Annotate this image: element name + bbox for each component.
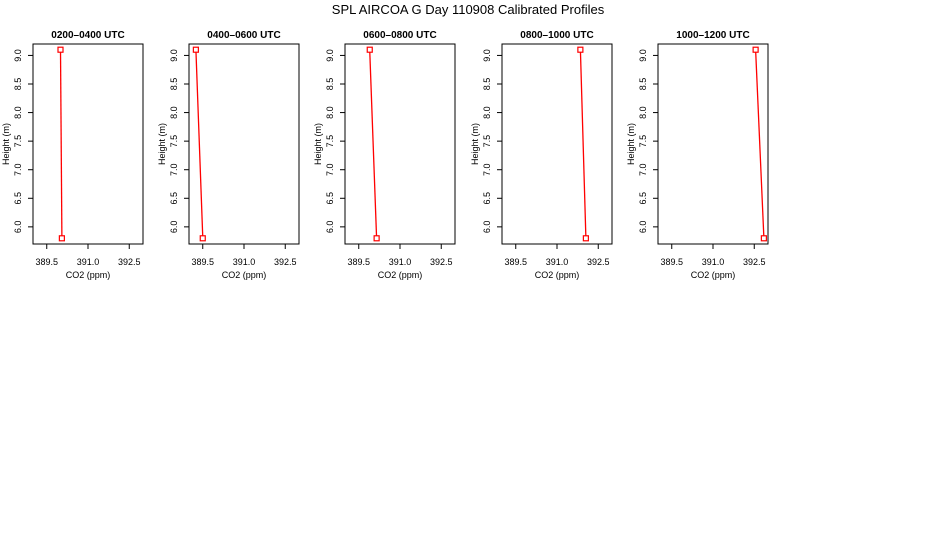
y-tick-label: 8.5 (482, 78, 492, 91)
x-tick-label: 391.0 (77, 257, 100, 267)
data-point (582, 235, 589, 242)
y-tick-label: 8.0 (13, 106, 23, 119)
x-tick-label: 391.0 (546, 257, 569, 267)
y-tick-label: 7.5 (325, 135, 335, 148)
y-tick-label: 7.5 (169, 135, 179, 148)
x-tick-label: 392.5 (274, 257, 297, 267)
y-tick-label: 6.0 (482, 221, 492, 234)
y-tick-label: 7.0 (169, 163, 179, 176)
y-tick-label: 6.5 (638, 192, 648, 205)
y-tick-label: 7.0 (482, 163, 492, 176)
plot-frame (344, 43, 456, 245)
x-tick-label: 392.5 (430, 257, 453, 267)
y-axis-label: Height (m) (313, 123, 323, 165)
chart-title: 0600–0800 UTC (363, 30, 436, 41)
x-tick-label: 389.5 (191, 257, 214, 267)
x-tick-label: 392.5 (118, 257, 141, 267)
y-tick-label: 9.0 (325, 49, 335, 62)
plot-frame (501, 43, 613, 245)
y-tick-label: 9.0 (13, 49, 23, 62)
chart-panel-5: 1000–1200 UTC 389.5 391.0 392.5 6.0 6.5 7.0 7.5… (626, 30, 769, 280)
y-tick-label: 8.5 (169, 78, 179, 91)
data-point (366, 46, 373, 53)
y-tick-label: 8.0 (482, 106, 492, 119)
x-axis-label: CO2 (ppm) (691, 270, 736, 280)
x-tick-label: 391.0 (233, 257, 256, 267)
series-line (59, 49, 63, 239)
plot-frame (32, 43, 144, 245)
y-tick-label: 9.0 (482, 49, 492, 62)
data-point (58, 235, 65, 242)
y-tick-label: 6.0 (169, 221, 179, 234)
y-tick-label: 8.5 (13, 78, 23, 91)
data-point (752, 46, 759, 53)
chart-panel-4: 0800–1000 UTC 389.5 391.0 392.5 6.0 6.5 7.0 7.5… (470, 30, 613, 280)
y-tick-label: 9.0 (169, 49, 179, 62)
y-axis-label: Height (m) (626, 123, 636, 165)
x-tick-label: 392.5 (587, 257, 610, 267)
y-tick-label: 8.5 (325, 78, 335, 91)
chart-title: 0400–0600 UTC (207, 30, 280, 41)
x-tick-label: 389.5 (504, 257, 527, 267)
y-axis-label: Height (m) (1, 123, 11, 165)
x-axis-label: CO2 (ppm) (535, 270, 580, 280)
data-point (192, 46, 199, 53)
x-tick-label: 391.0 (389, 257, 412, 267)
page-title: SPL AIRCOA G Day 110908 Calibrated Profi… (331, 2, 605, 17)
data-point (57, 46, 64, 53)
data-point (199, 235, 206, 242)
data-point (760, 235, 767, 242)
x-tick-label: 389.5 (660, 257, 683, 267)
data-point (373, 235, 380, 242)
chart-panel-2: 0400–0600 UTC 389.5 391.0 392.5 6.0 6.5 7.0 7.5… (157, 30, 300, 280)
y-tick-label: 9.0 (638, 49, 648, 62)
y-tick-label: 6.5 (13, 192, 23, 205)
series-line (579, 49, 587, 239)
x-axis-label: CO2 (ppm) (222, 270, 267, 280)
chart-panel-3: 0600–0800 UTC 389.5 391.0 392.5 6.0 6.5 7.0 7.5… (313, 30, 456, 280)
y-tick-label: 7.5 (638, 135, 648, 148)
x-axis-label: CO2 (ppm) (378, 270, 423, 280)
series-line (195, 49, 204, 239)
x-axis-label: CO2 (ppm) (66, 270, 111, 280)
y-tick-label: 6.5 (169, 192, 179, 205)
y-tick-label: 7.5 (13, 135, 23, 148)
data-point (577, 46, 584, 53)
plot-frame (188, 43, 300, 245)
y-tick-label: 6.5 (482, 192, 492, 205)
y-tick-label: 6.0 (638, 221, 648, 234)
chart-title: 0800–1000 UTC (520, 30, 593, 41)
x-tick-label: 391.0 (702, 257, 725, 267)
chart-title: 1000–1200 UTC (676, 30, 749, 41)
x-tick-label: 389.5 (35, 257, 58, 267)
y-tick-label: 8.0 (169, 106, 179, 119)
y-tick-label: 8.5 (638, 78, 648, 91)
y-tick-label: 7.0 (638, 163, 648, 176)
x-tick-label: 389.5 (347, 257, 370, 267)
chart-title: 0200–0400 UTC (51, 30, 124, 41)
y-tick-label: 6.0 (325, 221, 335, 234)
y-axis-label: Height (m) (157, 123, 167, 165)
y-tick-label: 7.0 (325, 163, 335, 176)
y-tick-label: 6.5 (325, 192, 335, 205)
series-line (754, 49, 765, 239)
y-tick-label: 8.0 (638, 106, 648, 119)
y-axis-label: Height (m) (470, 123, 480, 165)
y-tick-label: 7.0 (13, 163, 23, 176)
y-tick-label: 7.5 (482, 135, 492, 148)
x-tick-label: 392.5 (743, 257, 766, 267)
chart-panel-1: 0200–0400 UTC 389.5 391.0 392.5 6.0 6.5 7.0 7.5… (1, 30, 144, 280)
y-tick-label: 8.0 (325, 106, 335, 119)
series-line (369, 49, 378, 239)
y-tick-label: 6.0 (13, 221, 23, 234)
plot-frame (657, 43, 769, 245)
